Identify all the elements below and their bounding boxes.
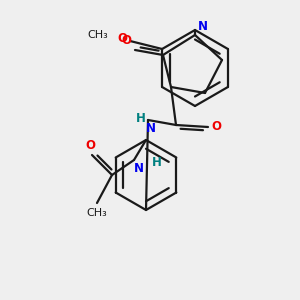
Text: N: N	[134, 161, 144, 175]
Text: O: O	[117, 32, 127, 46]
Text: N: N	[198, 20, 208, 33]
Text: CH₃: CH₃	[87, 30, 108, 40]
Text: O: O	[121, 34, 131, 47]
Text: O: O	[211, 121, 221, 134]
Text: CH₃: CH₃	[87, 208, 107, 218]
Text: N: N	[146, 122, 156, 134]
Text: H: H	[136, 112, 146, 125]
Text: H: H	[152, 155, 162, 169]
Text: O: O	[85, 139, 95, 152]
